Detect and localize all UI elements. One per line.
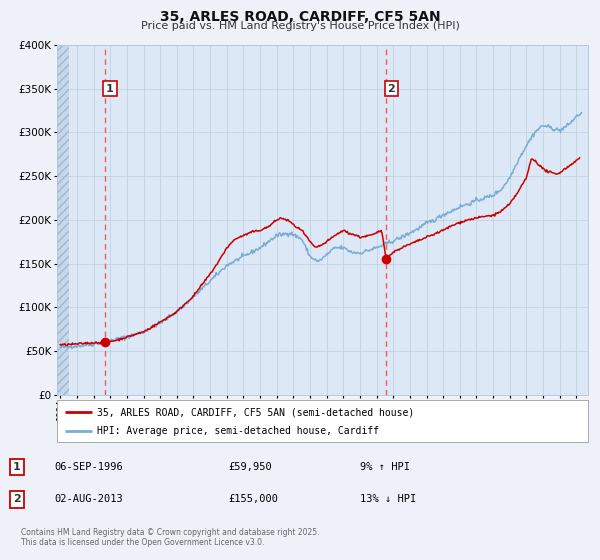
Text: HPI: Average price, semi-detached house, Cardiff: HPI: Average price, semi-detached house,… xyxy=(97,426,379,436)
Text: 1: 1 xyxy=(106,83,114,94)
Bar xyxy=(57,45,68,395)
Text: 13% ↓ HPI: 13% ↓ HPI xyxy=(360,494,416,505)
Text: £59,950: £59,950 xyxy=(228,462,272,472)
Text: Price paid vs. HM Land Registry's House Price Index (HPI): Price paid vs. HM Land Registry's House … xyxy=(140,21,460,31)
Text: 1: 1 xyxy=(13,462,20,472)
Text: 9% ↑ HPI: 9% ↑ HPI xyxy=(360,462,410,472)
Text: Contains HM Land Registry data © Crown copyright and database right 2025.
This d: Contains HM Land Registry data © Crown c… xyxy=(21,528,320,547)
Text: 35, ARLES ROAD, CARDIFF, CF5 5AN: 35, ARLES ROAD, CARDIFF, CF5 5AN xyxy=(160,10,440,24)
Text: £155,000: £155,000 xyxy=(228,494,278,505)
Text: 06-SEP-1996: 06-SEP-1996 xyxy=(54,462,123,472)
Text: 35, ARLES ROAD, CARDIFF, CF5 5AN (semi-detached house): 35, ARLES ROAD, CARDIFF, CF5 5AN (semi-d… xyxy=(97,407,414,417)
Text: 02-AUG-2013: 02-AUG-2013 xyxy=(54,494,123,505)
Text: 2: 2 xyxy=(388,83,395,94)
Bar xyxy=(57,45,68,395)
Text: 2: 2 xyxy=(13,494,20,505)
